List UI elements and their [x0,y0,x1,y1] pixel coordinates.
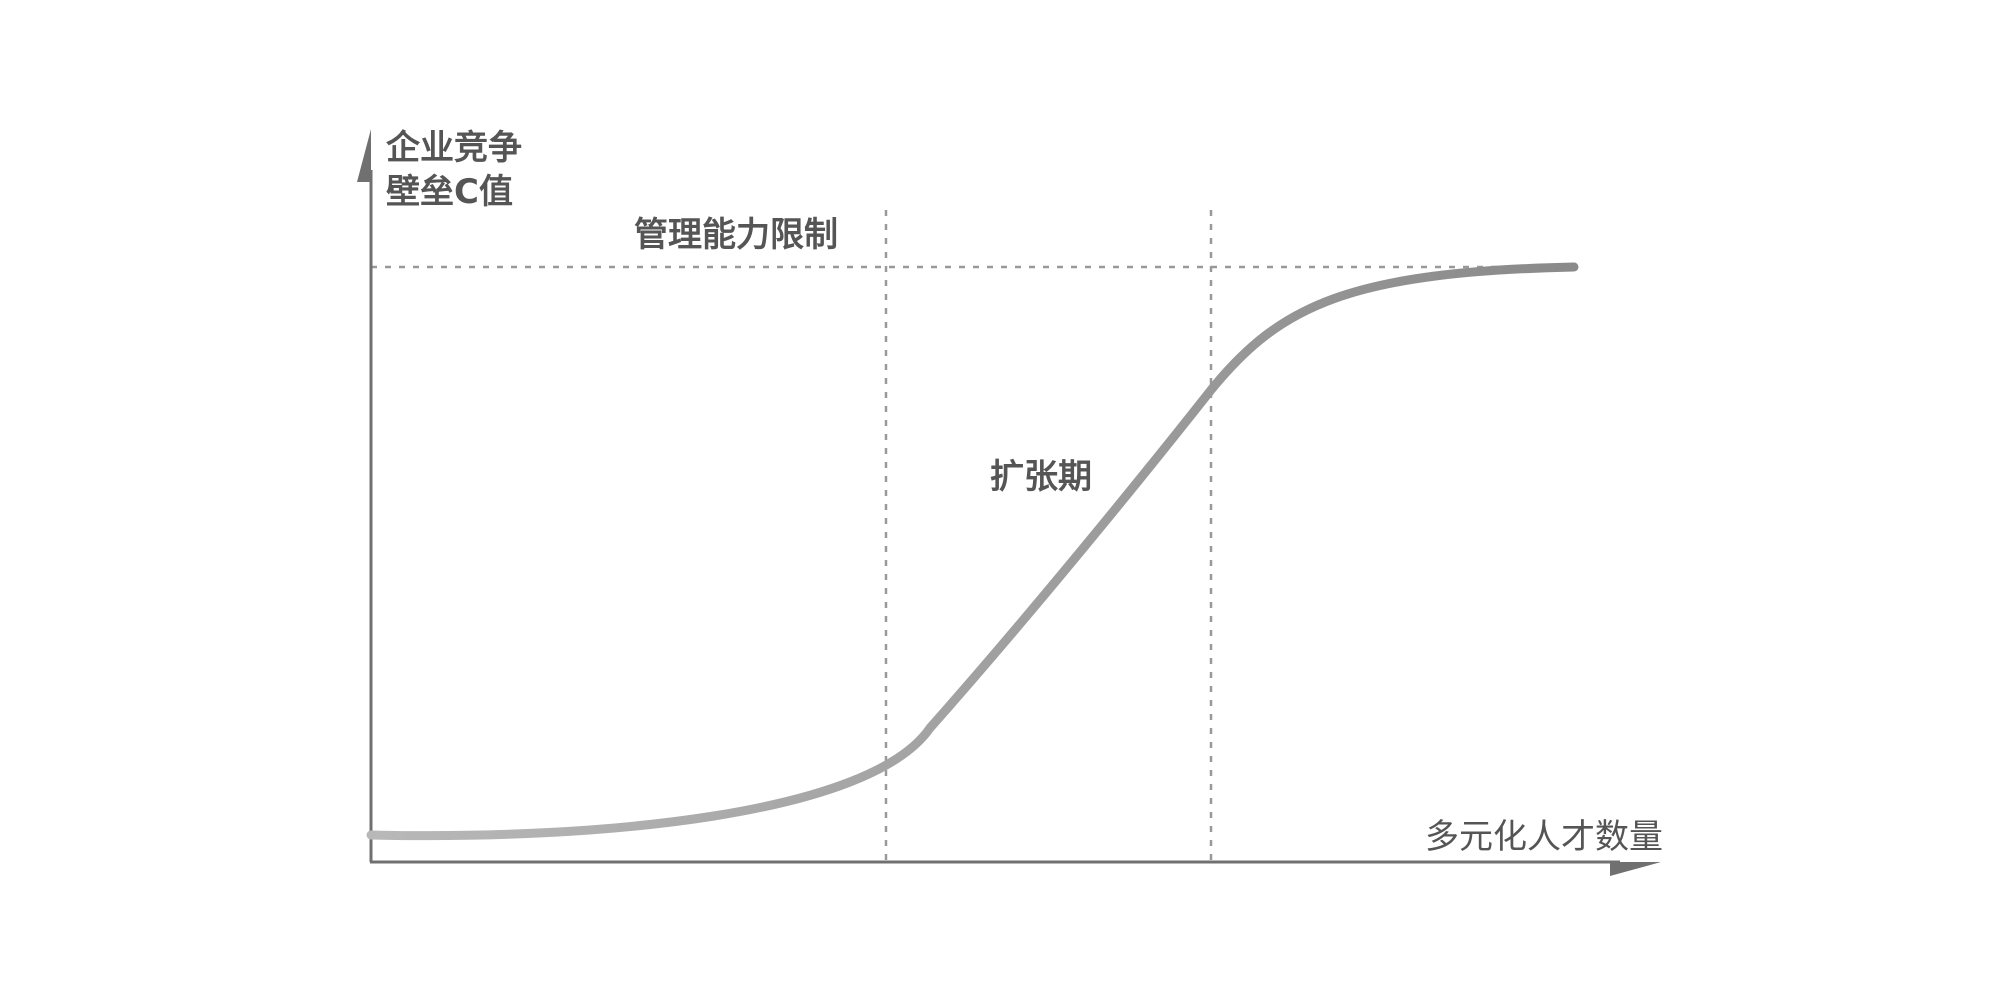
y-axis-label-line2: 壁垒C值 [386,172,513,212]
y-axis-label-line1: 企业竞争 [386,128,522,168]
x-axis-label: 多元化人才数量 [1425,817,1663,857]
s-curve [366,262,1579,841]
y-axis-arrow [357,129,371,182]
phase-label: 扩张期 [990,457,1092,497]
x-axis-arrow [1610,862,1661,876]
limit-label: 管理能力限制 [634,215,838,255]
y-axis-label: 企业竞争 壁垒C值 [386,126,522,214]
